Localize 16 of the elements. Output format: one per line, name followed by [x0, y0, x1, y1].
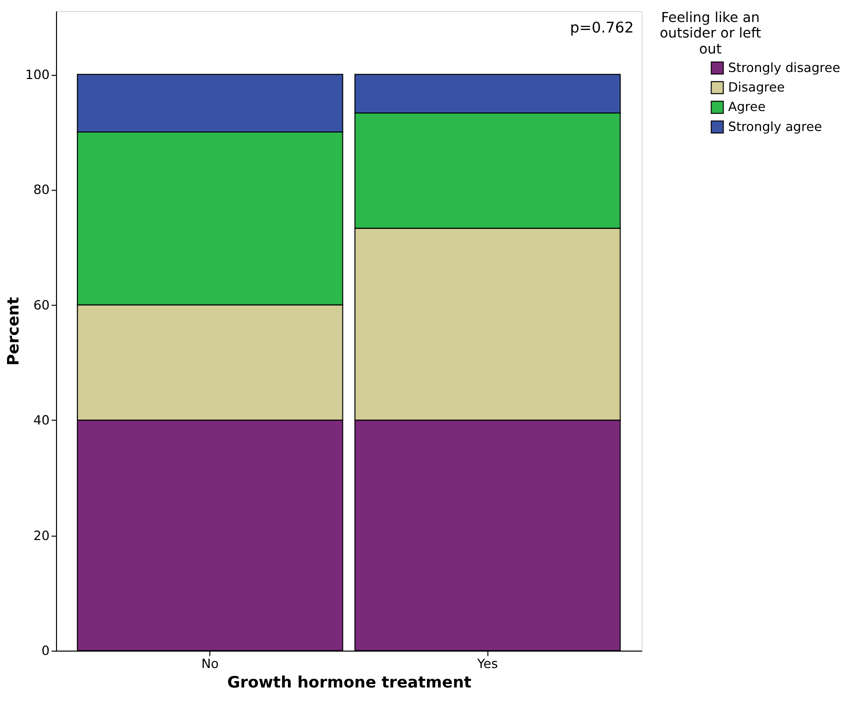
y-tick-label: 0: [41, 644, 50, 660]
legend-label: Strongly disagree: [728, 60, 840, 76]
y-axis-title: Percent: [3, 296, 22, 366]
y-tick-label: 80: [33, 183, 50, 198]
x-tick-label: No: [201, 656, 219, 672]
y-tick-label: 60: [33, 298, 50, 314]
legend-label: Strongly agree: [728, 120, 822, 135]
y-tick-label: 40: [33, 414, 50, 429]
legend-title: Feeling like an outsider or left out: [660, 10, 762, 58]
x-tick-label: Yes: [476, 656, 498, 672]
y-tick-label: 20: [33, 528, 50, 544]
x-axis-title: Growth hormone treatment: [227, 672, 472, 692]
legend-label: Disagree: [728, 80, 785, 96]
y-tick-label: 100: [25, 68, 50, 83]
annotation: p=0.762: [570, 20, 634, 37]
legend-label: Agree: [728, 100, 766, 116]
